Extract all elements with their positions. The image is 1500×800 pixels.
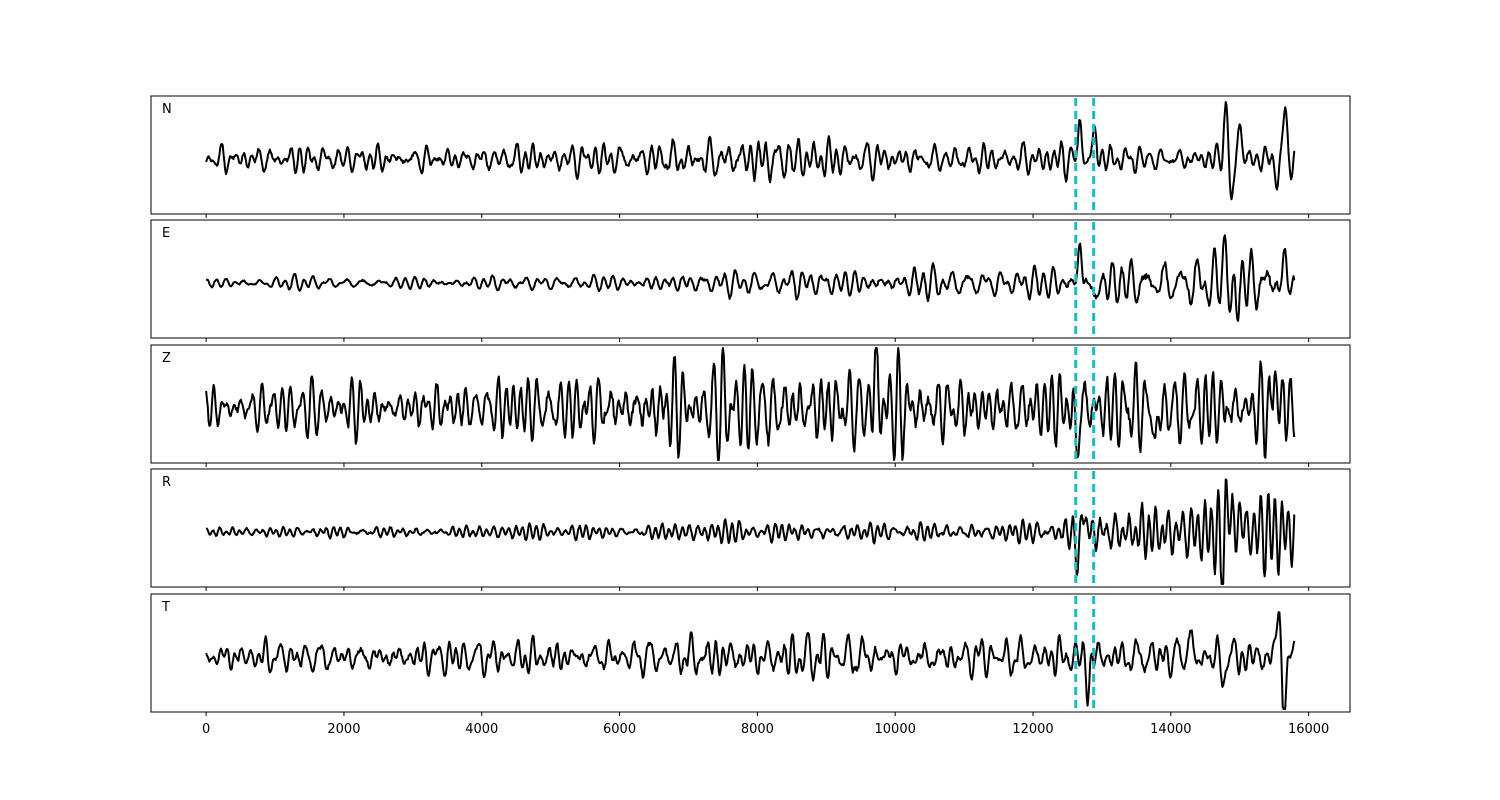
x-tick-label: 4000 (465, 722, 498, 737)
x-tick-label: 14000 (1150, 722, 1191, 737)
trace-t (205, 611, 1296, 710)
panel-label: R (162, 475, 171, 490)
panel-label: Z (162, 351, 171, 366)
panel-frame (150, 95, 1351, 215)
panel-label: T (161, 600, 170, 615)
x-axis: 0 2000 4000 6000 8000 10000 12000 14000 16000 (202, 722, 1329, 737)
x-tick-label: 12000 (1012, 722, 1053, 737)
x-tick-label: 0 (202, 722, 210, 737)
panel-frame (150, 593, 1351, 713)
panel-z: Z (150, 344, 1351, 467)
panel-label: N (162, 102, 172, 117)
x-tick-label: 6000 (603, 722, 636, 737)
trace-e (205, 234, 1296, 322)
trace-n (205, 101, 1296, 201)
panel-n: N (150, 95, 1351, 218)
panels-group: N E Z R T (150, 95, 1351, 716)
panel-r: R (150, 468, 1351, 591)
panel-frame (150, 344, 1351, 464)
trace-r (205, 478, 1296, 585)
x-tick-label: 8000 (741, 722, 774, 737)
panel-frame (150, 219, 1351, 339)
x-tick-label: 2000 (327, 722, 360, 737)
panel-frame (150, 468, 1351, 588)
panel-label: E (162, 226, 170, 241)
x-tick-label: 16000 (1288, 722, 1329, 737)
trace-z (205, 347, 1296, 461)
x-tick-label: 10000 (875, 722, 916, 737)
panel-e: E (150, 219, 1351, 342)
panel-t: T (150, 593, 1351, 716)
